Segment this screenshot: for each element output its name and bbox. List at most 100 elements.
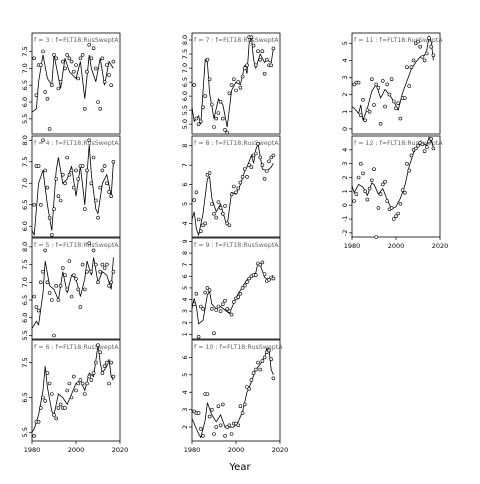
panel: f = 6 : f=FLT18:RusSweptA 5.5 6.5 7.5 1980 20… [21,339,128,454]
data-point [249,165,254,169]
data-point [420,142,425,147]
panel: f = 5 : f=FLT18:RusSweptA 5.5 6.0 6.5 7.0 7.5… [21,237,121,341]
data-point [58,402,63,407]
data-point [199,119,203,124]
data-point [236,186,240,191]
data-point [111,160,116,164]
data-point [232,300,236,304]
y-tick-label: 6.0 [21,313,29,323]
data-point [58,283,63,288]
data-point [369,178,374,183]
data-point [72,273,76,278]
data-point [203,290,207,295]
data-point [216,304,221,309]
y-tick-label: 6.5 [21,392,29,402]
y-tick-label: 7.0 [21,63,29,73]
data-point [96,280,100,285]
data-point [391,217,396,221]
data-point [102,164,107,168]
data-point [225,130,229,135]
panel-frame [191,135,281,238]
data-point [91,371,96,375]
data-point [98,269,102,274]
data-point [43,399,48,403]
y-tick-label: 8 [181,251,189,255]
data-point [38,63,43,67]
data-point [413,146,418,151]
data-point [60,266,65,270]
data-point [267,348,271,353]
data-point [76,76,80,81]
data-point [238,85,243,90]
data-point [422,149,427,153]
data-point [378,121,383,126]
data-point [96,100,100,104]
data-point [216,404,221,409]
data-point [385,82,390,87]
data-point [98,185,102,190]
y-tick-label: 7 [181,163,189,167]
data-point [67,56,72,61]
x-axis-title: Year [228,462,251,473]
data-point [363,189,368,194]
data-point [67,381,72,386]
data-point [372,103,376,107]
y-tick-label: 3 [341,162,349,166]
data-point [65,287,69,292]
data-point [267,159,271,164]
data-point [72,69,76,74]
data-point [214,215,218,220]
data-point [196,334,201,339]
data-point [243,283,247,288]
data-point [69,59,74,64]
series-line [31,257,114,329]
data-point [36,164,41,168]
y-tick-label: 5 [181,286,189,290]
data-point [74,388,78,393]
data-point [196,217,201,222]
data-point [194,291,199,296]
data-point [87,374,91,379]
y-tick-label: 7.5 [21,259,29,269]
data-point [245,175,249,179]
y-tick-label: 4 [341,58,349,62]
data-point [52,333,56,338]
data-point [407,84,412,88]
data-point [236,80,240,84]
data-point [269,155,274,160]
data-point [67,259,72,263]
data-point [394,106,398,111]
data-point [214,425,218,429]
data-point [94,360,98,365]
data-point [69,168,74,173]
data-point [234,88,238,93]
y-tick-label: 1 [181,332,189,336]
data-point [232,77,236,82]
data-point [380,182,385,187]
data-point [201,433,205,438]
data-point [36,419,41,424]
data-point [398,116,403,121]
data-point [212,432,216,436]
data-point [221,211,225,216]
data-point [41,395,45,400]
data-point [227,223,232,228]
data-point [402,190,407,195]
data-point [238,180,243,185]
data-point [258,155,263,160]
data-point [249,35,254,40]
data-point [354,192,359,196]
data-point [210,102,214,107]
data-point [352,199,357,203]
data-point [383,179,387,184]
data-point [427,139,431,144]
data-point [201,105,205,110]
y-tick-label: 4 [181,390,189,394]
data-point [109,280,113,285]
data-point [260,163,265,167]
data-point [358,161,363,166]
data-point [89,181,94,186]
panel: f = 10 : f=FLT18:RusSweptA 2 3 4 5 6 1980 2000 2… [181,339,288,454]
data-point [87,138,91,143]
